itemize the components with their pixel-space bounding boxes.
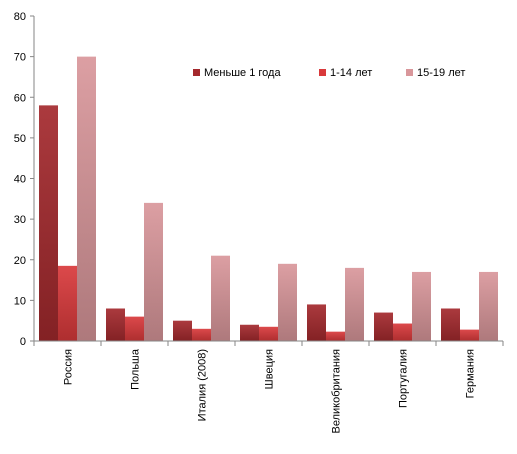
y-tick-label-60: 60	[14, 92, 26, 104]
bar-3-4	[278, 263, 297, 341]
legend-label-1: Меньше 1 года	[204, 67, 281, 79]
bar-1-7	[441, 308, 460, 341]
x-tick-label-3: Италия (2008)	[197, 349, 209, 421]
legend-swatch-1	[193, 69, 200, 76]
legend-swatch-3	[406, 69, 413, 76]
y-tick-label-80: 80	[14, 11, 26, 23]
y-tick-label-70: 70	[14, 52, 26, 64]
bar-2-1	[58, 265, 77, 341]
y-tick-label-0: 0	[20, 336, 26, 348]
bar-3-7	[479, 271, 498, 341]
bar-2-2	[125, 316, 144, 341]
bar-2-5	[326, 331, 345, 341]
bar-3-1	[77, 56, 96, 341]
bar-1-4	[240, 324, 259, 341]
y-tick-label-50: 50	[14, 133, 26, 145]
legend-label-2: 1-14 лет	[330, 67, 372, 79]
bar-1-3	[173, 320, 192, 341]
bars-layer	[39, 56, 498, 341]
legend-label-3: 15-19 лет	[417, 67, 465, 79]
bar-2-3	[192, 328, 211, 341]
x-tick-label-7: Германия	[465, 349, 477, 398]
bar-1-6	[374, 312, 393, 341]
x-tick-label-1: Россия	[63, 349, 75, 385]
legend: Меньше 1 года 1-14 лет 15-19 лет	[193, 67, 465, 79]
x-tick-label-2: Польша	[130, 348, 142, 390]
y-tick-label-30: 30	[14, 214, 26, 226]
bar-2-6	[393, 323, 412, 341]
bar-3-6	[412, 271, 431, 341]
x-tick-label-5: Великобритания	[331, 349, 343, 434]
bar-3-5	[345, 267, 364, 341]
bar-3-2	[144, 202, 163, 341]
bar-2-7	[460, 329, 479, 341]
x-tick-label-6: Португалия	[398, 349, 410, 408]
bar-1-5	[307, 304, 326, 341]
axes-layer	[30, 15, 504, 346]
y-tick-label-20: 20	[14, 255, 26, 267]
bar-3-3	[211, 255, 230, 341]
bar-1-1	[39, 105, 58, 341]
y-tick-label-40: 40	[14, 174, 26, 186]
labels-layer: 0 10 20 30 40 50 60 70 80 Россия Польша Италия (200…	[14, 11, 477, 433]
bar-2-4	[259, 326, 278, 341]
legend-swatch-2	[319, 69, 326, 76]
y-tick-label-10: 10	[14, 295, 26, 307]
x-tick-label-4: Швеция	[264, 349, 276, 389]
bar-1-2	[106, 308, 125, 341]
